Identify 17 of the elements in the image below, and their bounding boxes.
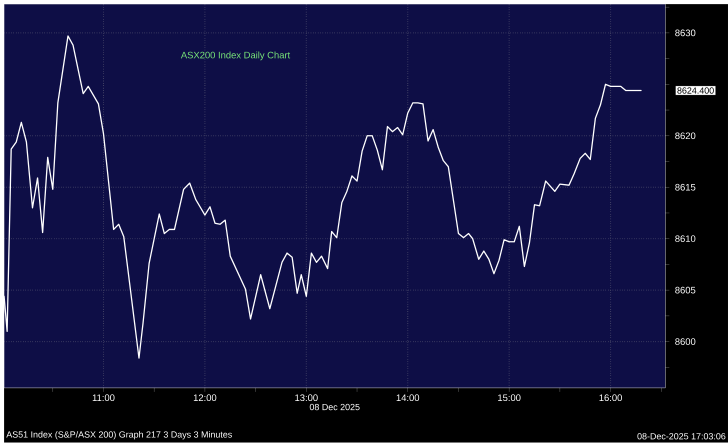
x-tick-label: 12:00: [194, 394, 216, 402]
text: 08-Dec-2025 17:03:06: [637, 433, 726, 440]
x-tick-label: 11:00: [92, 394, 115, 402]
text: AS51 Index (S&P/ASX 200) Graph 217 3 Days 3 Minutes: [6, 431, 232, 440]
x-axis-title: 08 Dec 2025: [310, 404, 360, 410]
x-tick-label: 13:00: [295, 394, 318, 402]
text: 8624.400: [677, 88, 714, 94]
x-tick-label: 14:00: [396, 394, 420, 402]
y-tick-label: 8605: [675, 287, 696, 294]
y-tick-label: 8620: [675, 132, 696, 140]
y-tick-label: 8610: [675, 236, 696, 242]
text: ASX200 Index Daily Chart: [180, 52, 290, 60]
x-tick-label: 16:00: [600, 394, 622, 402]
y-tick-label: 8600: [675, 338, 696, 346]
y-tick-label: 8630: [675, 30, 696, 36]
y-tick-label: 8615: [675, 184, 696, 191]
x-tick-label: 15:00: [498, 394, 521, 402]
